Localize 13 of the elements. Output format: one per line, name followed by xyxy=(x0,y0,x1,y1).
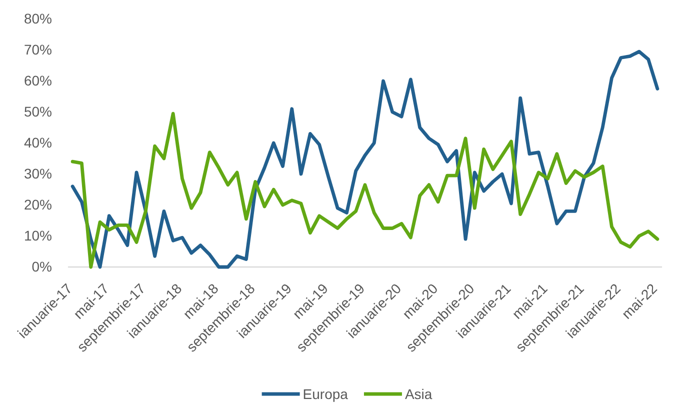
y-tick-label: 50% xyxy=(24,103,52,120)
y-tick-label: 20% xyxy=(24,196,52,212)
y-tick-label: 60% xyxy=(24,72,52,88)
y-tick-label: 70% xyxy=(24,41,52,58)
y-tick-label: 0% xyxy=(32,258,52,274)
y-tick-label: 10% xyxy=(24,227,52,244)
legend-label: Asia xyxy=(404,386,432,402)
y-tick-label: 40% xyxy=(24,134,52,150)
y-tick-label: 80% xyxy=(24,10,52,26)
legend-label: Europa xyxy=(302,386,348,402)
y-tick-label: 30% xyxy=(24,165,52,182)
line-series xyxy=(70,50,660,269)
line-series xyxy=(70,112,660,269)
